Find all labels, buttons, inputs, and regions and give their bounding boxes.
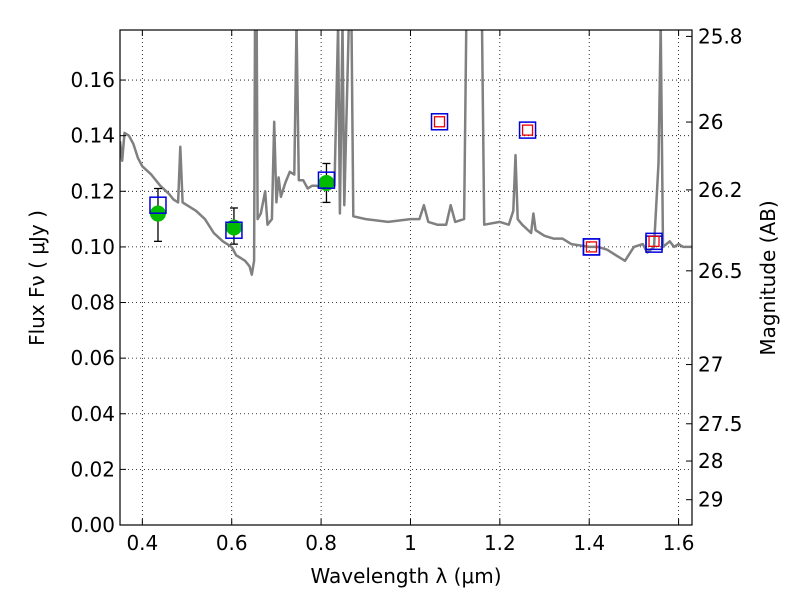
x-tick-label: 1 [404,531,417,555]
plot-frame [119,29,693,526]
right-tick-label: 28 [698,449,723,473]
y-tick-label: 0.12 [70,179,115,203]
model-phot-square [149,196,167,214]
observed-point [225,219,242,236]
observed-point [318,174,335,191]
model-phot-square [317,171,336,189]
y-tick-label: 0.02 [70,457,115,481]
x-axis-title: Wavelength λ (μm) [310,564,501,588]
limit-outer-square [582,238,601,256]
x-tick-label: 0.6 [216,531,248,555]
ticks: 0.4 0.6 0.8 1 1.2 1.4 1.6 0.00 0.02 0.04 0.06 0.08 0… [70,24,742,555]
y-tick-label: 0.16 [70,68,115,92]
y-tick-label: 0.10 [70,235,115,259]
y-tick-label: 0.08 [70,291,115,315]
x-tick-label: 0.4 [126,531,158,555]
right-tick-label: 27 [698,353,723,377]
y-tick-label: 0.06 [70,346,115,370]
limit-inner-square [648,235,660,247]
limit-inner-square [433,116,446,128]
y-tick-label: 0.00 [70,513,115,537]
right-axis-title: Magnitude (AB) [756,200,780,355]
photometry-markers [149,113,663,256]
right-tick-label: 26.2 [698,178,743,202]
limit-outer-square [518,121,537,139]
limit-outer-square [430,113,449,131]
model-spectrum [120,30,692,276]
model-phot-square [225,221,243,239]
right-tick-label: 25.8 [698,24,743,48]
limit-inner-square [585,241,598,253]
y-tick-label: 0.14 [70,124,115,148]
limit-inner-square [521,124,534,136]
x-tick-label: 1.2 [484,531,516,555]
right-tick-label: 29 [698,488,723,512]
grid [120,30,692,525]
y-tick-label: 0.04 [70,402,115,426]
right-tick-label: 27.5 [698,412,743,436]
x-tick-label: 0.8 [305,531,337,555]
x-tick-label: 1.4 [573,531,605,555]
y-axis-title: Flux Fν ( μJy ) [25,210,49,346]
right-tick-label: 26.5 [698,259,743,283]
right-tick-label: 26 [698,110,723,134]
x-tick-label: 1.6 [663,531,695,555]
limit-outer-square [645,232,663,251]
spectrum-line [120,30,692,276]
